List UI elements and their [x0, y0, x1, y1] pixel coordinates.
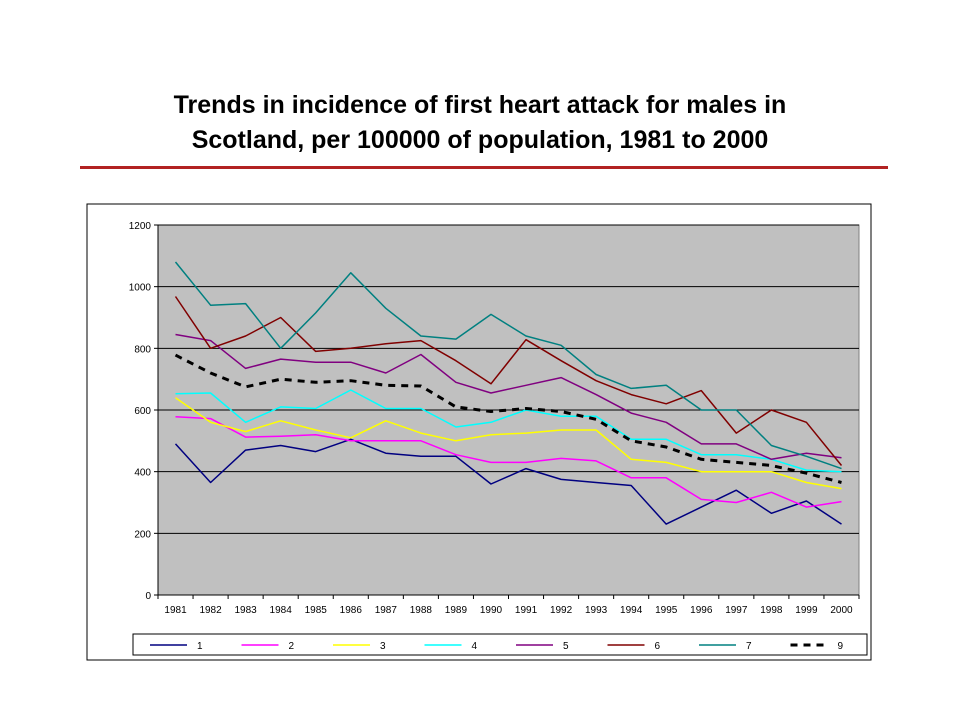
x-tick-label: 1992 — [550, 605, 573, 616]
x-tick-label: 1999 — [795, 605, 818, 616]
title-line-1: Trends in incidence of first heart attac… — [173, 91, 787, 119]
y-tick-label: 800 — [134, 344, 151, 355]
y-tick-label: 0 — [145, 591, 151, 602]
gridlines — [158, 224, 859, 534]
legend-label-7: 7 — [746, 641, 752, 652]
series-line-6 — [174, 296, 843, 466]
legend-label-9: 9 — [838, 641, 844, 652]
legend-label-4: 4 — [472, 641, 478, 652]
legend-label-1: 1 — [197, 641, 203, 652]
x-tick-label: 1984 — [270, 605, 293, 616]
y-tick-label: 1000 — [129, 283, 152, 294]
x-tick-label: 1986 — [340, 605, 363, 616]
y-tick-label: 600 — [134, 406, 151, 417]
x-tick-label: 1995 — [655, 605, 678, 616]
x-tick-label: 2000 — [830, 605, 853, 616]
slide-title: Trends in incidence of first heart attac… — [60, 88, 900, 158]
x-tick-label: 1990 — [480, 605, 503, 616]
series-line-2 — [175, 416, 842, 508]
legend-label-3: 3 — [380, 641, 386, 652]
x-tick-label: 1985 — [305, 605, 328, 616]
legend-label-2: 2 — [289, 641, 295, 652]
y-tick-label: 200 — [134, 529, 151, 540]
series-line-3 — [175, 397, 842, 490]
y-tick-label: 1200 — [129, 221, 152, 232]
axes: 0 200 400 600 800 1000 1200 1981 1982 1983 1984 198… — [129, 221, 860, 616]
x-tick-label: 1981 — [164, 605, 187, 616]
x-tick-label: 1991 — [515, 605, 538, 616]
series-line-1 — [174, 438, 842, 525]
x-tick-label: 1982 — [199, 605, 222, 616]
legend-label-6: 6 — [655, 641, 661, 652]
x-tick-label: 1988 — [410, 605, 433, 616]
x-tick-label: 1987 — [375, 605, 398, 616]
x-tick-label: 1998 — [760, 605, 783, 616]
title-line-2: Scotland, per 100000 of population, 1981… — [191, 126, 769, 154]
series-line-9 — [174, 353, 842, 484]
series-lines — [174, 261, 843, 525]
x-tick-label: 1994 — [620, 605, 643, 616]
title-divider — [80, 166, 888, 169]
series-line-5 — [175, 333, 842, 461]
x-tick-label: 1997 — [725, 605, 748, 616]
x-tick-label: 1989 — [445, 605, 468, 616]
series-line-7 — [174, 261, 842, 470]
legend-label-5: 5 — [563, 641, 569, 652]
legend: 1 2 3 4 5 6 7 9 — [132, 633, 868, 656]
legend-box — [132, 633, 868, 656]
x-tick-label: 1983 — [235, 605, 258, 616]
x-tick-label: 1993 — [585, 605, 608, 616]
y-tick-label: 400 — [134, 468, 151, 479]
x-tick-label: 1996 — [690, 605, 713, 616]
series-line-4 — [175, 389, 842, 473]
